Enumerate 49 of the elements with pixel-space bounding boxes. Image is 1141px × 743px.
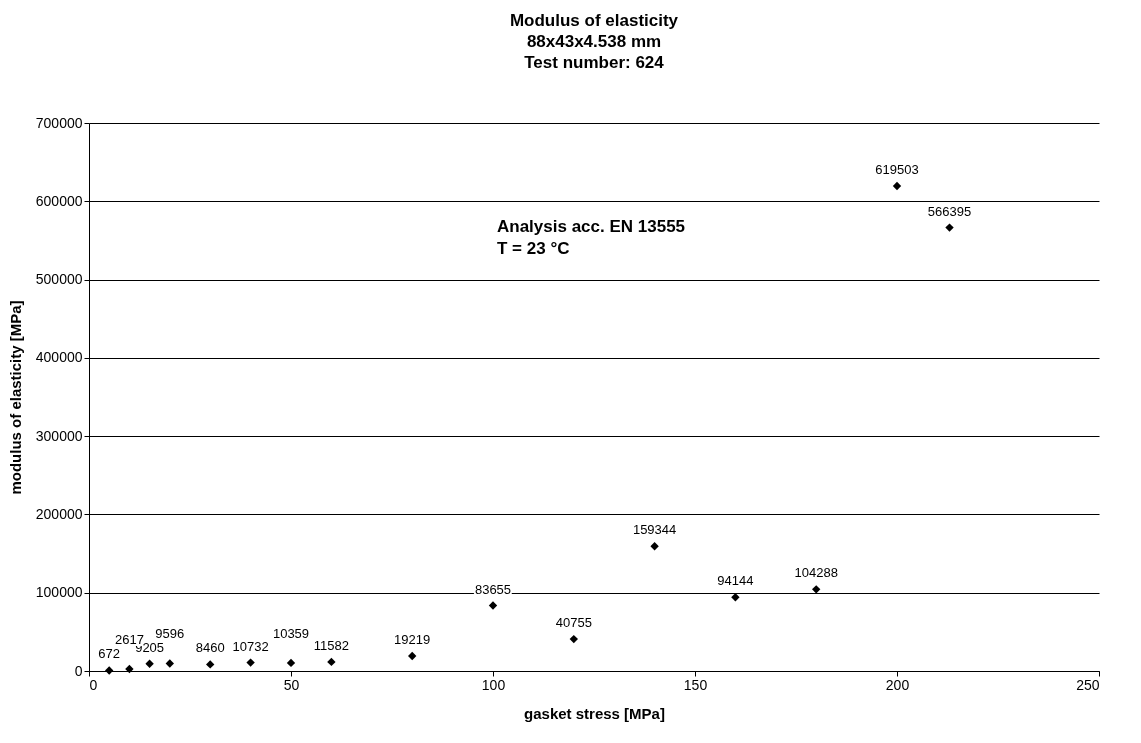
point: [327, 657, 336, 667]
y-axis-title: modulus of elasticity [MPa]: [6, 300, 24, 495]
data-label: 83655: [474, 581, 512, 597]
point: [812, 585, 821, 594]
annotation: Analysis acc. EN 13555: [497, 217, 686, 236]
data-label: 10732: [232, 638, 269, 654]
data-label: 11582: [313, 637, 349, 653]
data-label: 672: [98, 646, 121, 662]
data-label: 94144: [717, 573, 754, 589]
y-tick-label: 0: [74, 662, 83, 679]
x-tick-label: 250: [1076, 676, 1100, 693]
data-label: 8460: [195, 640, 225, 656]
data-label: 40755: [555, 615, 592, 631]
point: [731, 593, 740, 602]
chart-title: Modulus of elasticity 88x43x4.538 mm Test number: 624: [509, 11, 679, 72]
data-label: 619503: [875, 162, 919, 178]
point: [125, 664, 134, 674]
point: [569, 634, 578, 644]
x-tick-label: 150: [683, 676, 708, 693]
point: [488, 601, 498, 610]
x-tick-label: 100: [481, 676, 506, 693]
point: [165, 659, 174, 668]
point: [246, 658, 255, 667]
point: [408, 651, 417, 661]
y-tick-label: 500000: [35, 271, 83, 288]
x-tick-label: 200: [885, 676, 910, 693]
data-label: 10359: [272, 625, 310, 641]
point: [286, 658, 296, 668]
x-axis-title: gasket stress [MPa]: [524, 704, 665, 722]
data-label: 9596: [155, 626, 185, 642]
y-tick-label: 100000: [35, 584, 83, 601]
y-tick-label: 700000: [35, 114, 83, 131]
data-label: 19219: [394, 631, 431, 647]
point: [105, 666, 114, 675]
data-label: 159344: [632, 522, 677, 538]
data-label: 566395: [927, 203, 972, 219]
x-tick-label: 0: [89, 676, 98, 693]
point: [206, 660, 215, 669]
point: [945, 223, 954, 232]
data-label: 104288: [794, 565, 838, 581]
y-tick-label: 600000: [35, 192, 83, 209]
point: [650, 542, 659, 551]
point: [145, 659, 154, 668]
annotation: T = 23 °C: [497, 239, 570, 258]
y-tick-label: 200000: [35, 505, 83, 522]
point: [892, 181, 902, 191]
x-tick-label: 50: [283, 676, 300, 693]
y-tick-label: 300000: [35, 427, 83, 444]
y-tick-label: 400000: [35, 349, 83, 366]
